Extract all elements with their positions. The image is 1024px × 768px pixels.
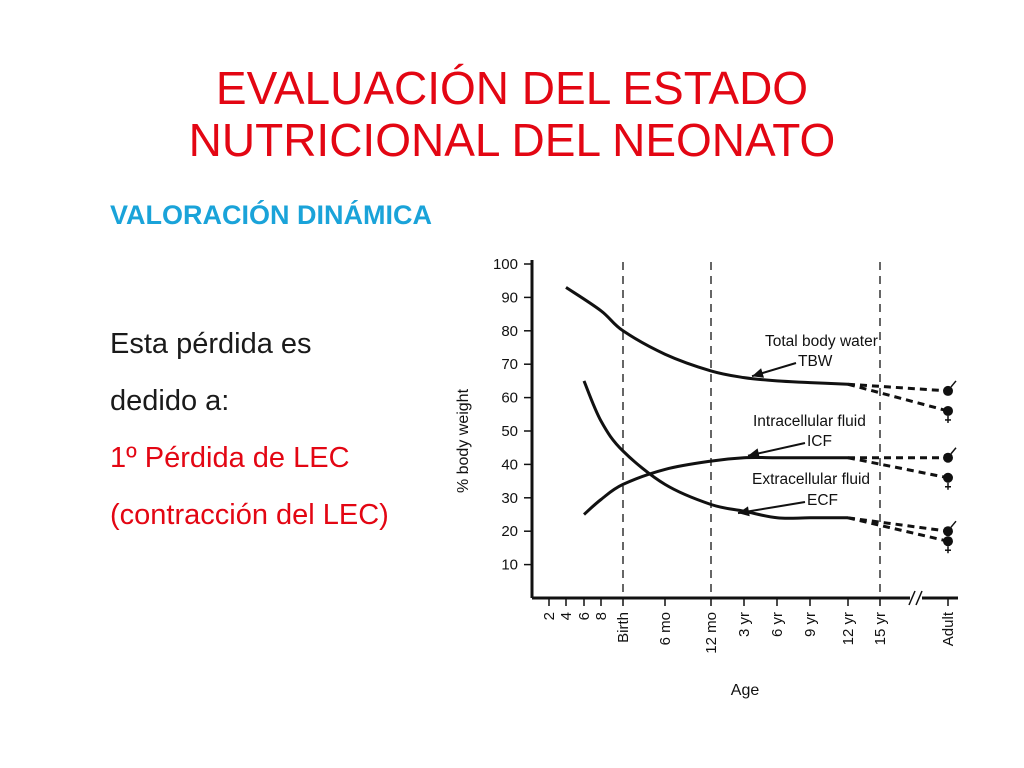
adult-projection-ecf-female — [847, 516, 949, 543]
slide-title-line-2: NUTRICIONAL DEL NEONATO — [188, 114, 836, 166]
x-tick-label: 6 — [576, 612, 593, 620]
tbw-arrow-head — [752, 368, 764, 378]
y-tick-label: 50 — [501, 423, 518, 440]
adult-point-icf-male — [943, 452, 953, 463]
x-tick-label: 3 yr — [736, 612, 753, 637]
male-symbol-icon — [950, 380, 957, 388]
x-tick-label: 9 yr — [802, 612, 819, 637]
body-water-chart: 10 20 30 40 50 60 70 80 90 100 % body weight 2 4 6 8 Bi… — [455, 256, 958, 699]
adult-point-tbw-female — [943, 405, 953, 416]
y-tick-label: 60 — [501, 390, 518, 407]
slide-title-line-1: EVALUACIÓN DEL ESTADO — [215, 62, 809, 114]
y-tick-label: 30 — [501, 490, 518, 507]
y-axis-label: % body weight — [455, 388, 472, 493]
y-tick-label: 40 — [501, 456, 518, 473]
y-tick-label: 10 — [501, 557, 518, 574]
x-tick-label: 2 — [541, 612, 558, 620]
male-symbol-icon — [950, 520, 957, 528]
adult-projection-ecf-male — [847, 516, 949, 533]
adult-point-ecf-female — [943, 536, 953, 547]
adult-projection-tbw-female — [847, 382, 949, 413]
adult-projection-tbw-male — [847, 382, 949, 393]
x-tick-label: 6 mo — [657, 612, 674, 645]
x-tick-label: 12 yr — [840, 612, 857, 645]
adult-point-icf-female — [943, 472, 953, 483]
body-line-2: dedido a: — [110, 385, 230, 417]
body-line-3: 1º Pérdida de LEC — [110, 442, 350, 474]
ecf-arrow-head — [738, 506, 750, 517]
x-tick-label: Adult — [940, 611, 957, 646]
adult-point-tbw-male — [943, 385, 953, 396]
body-line-1: Esta pérdida es — [110, 328, 312, 360]
y-tick-label: 80 — [501, 323, 518, 340]
annotation-label: TBW — [798, 353, 833, 370]
annotation-label: Total body water — [765, 333, 878, 350]
annotation-label: Intracellular fluid — [753, 413, 866, 430]
icf-arrow-head — [748, 448, 760, 459]
annotation-label: ECF — [807, 492, 838, 509]
body-line-4: (contracción del LEC) — [110, 499, 389, 531]
x-tick-label: 8 — [593, 612, 610, 620]
y-tick-label: 20 — [501, 523, 518, 540]
x-tick-label: 4 — [558, 612, 575, 620]
adult-projection-icf-female — [847, 456, 949, 480]
male-symbol-icon — [950, 447, 957, 455]
series-line-tbw — [565, 286, 849, 386]
slide-title: EVALUACIÓN DEL ESTADO NUTRICIONAL DEL NE… — [0, 62, 1024, 166]
adult-point-ecf-male — [943, 526, 953, 537]
axis-break-mark — [908, 590, 916, 606]
slide-subtitle: VALORACIÓN DINÁMICA — [110, 200, 432, 230]
annotation-label: Extracellular fluid — [752, 471, 870, 488]
y-tick-label: 70 — [501, 356, 518, 373]
x-tick-label: 15 yr — [872, 612, 889, 645]
slide-body: Esta pérdida es dedido a: 1º Pérdida de … — [110, 316, 389, 544]
ecf-arrow — [737, 501, 806, 515]
annotation-label: ICF — [807, 433, 832, 450]
x-tick-label: 6 yr — [769, 612, 786, 637]
y-tick-label: 90 — [501, 289, 518, 306]
y-tick-label: 100 — [493, 256, 518, 273]
series-line-ecf — [582, 380, 848, 520]
series-line-icf — [582, 455, 848, 516]
x-tick-label: 12 mo — [703, 612, 720, 654]
x-axis-label: Age — [731, 682, 760, 699]
x-tick-label: Birth — [615, 612, 632, 643]
axis-break-mark — [915, 590, 923, 606]
